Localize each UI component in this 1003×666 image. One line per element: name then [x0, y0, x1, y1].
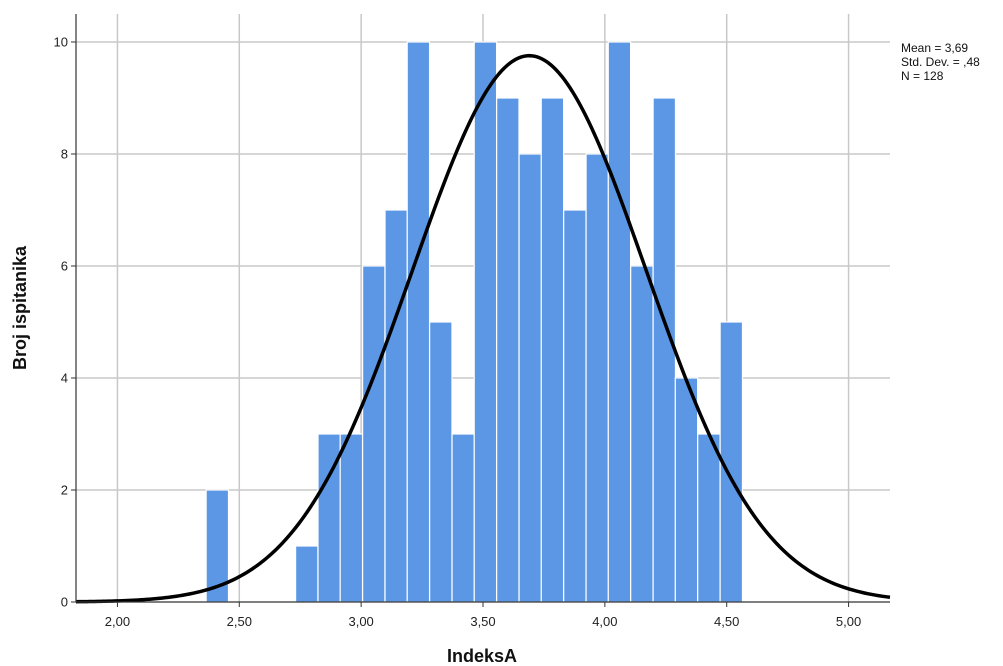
normal-curve — [75, 53, 891, 604]
histogram-bar — [496, 97, 520, 603]
y-tick-label: 8 — [61, 147, 68, 162]
x-tick-label: 3,50 — [470, 614, 495, 629]
y-axis-title: Broj ispitanika — [10, 245, 30, 370]
histogram-bar — [540, 97, 565, 603]
x-tick-label: 4,50 — [714, 614, 739, 629]
histogram-bar — [652, 97, 677, 603]
x-tick-label: 2,50 — [227, 614, 252, 629]
histogram-bar — [406, 41, 431, 603]
histogram-bar — [518, 153, 543, 603]
x-tick-label: 2,00 — [105, 614, 130, 629]
histogram-bar — [473, 41, 498, 603]
x-tick-label: 5,00 — [836, 614, 861, 629]
x-tick-label: 3,00 — [348, 614, 373, 629]
histogram-bars — [205, 41, 744, 603]
x-tick-labels: 2,00 2,50 3,00 3,50 4,00 4,50 5,00 — [105, 614, 861, 629]
histogram-bar — [697, 433, 721, 603]
axes — [71, 14, 890, 607]
histogram-bar — [607, 41, 632, 603]
stats-mean: Mean = 3,69 — [901, 41, 968, 55]
histogram-bar — [585, 153, 610, 603]
y-tick-label: 2 — [61, 483, 68, 498]
stats-n: N = 128 — [901, 69, 944, 83]
histogram-bar — [451, 433, 475, 603]
y-tick-label: 10 — [54, 35, 68, 50]
histogram-bar — [630, 265, 654, 603]
y-tick-labels: 0 2 4 6 8 10 — [54, 35, 68, 610]
histogram-bar — [362, 265, 386, 603]
stats-std-dev: Std. Dev. = ,48 — [901, 55, 980, 69]
histogram-bar — [294, 545, 319, 603]
x-axis-title: IndeksA — [447, 646, 517, 666]
histogram-bar — [563, 209, 587, 603]
x-tick-label: 4,00 — [592, 614, 617, 629]
y-tick-label: 4 — [61, 371, 68, 386]
y-tick-label: 0 — [61, 595, 68, 610]
histogram-bar — [384, 209, 408, 603]
stats-box: Mean = 3,69 Std. Dev. = ,48 N = 128 — [901, 41, 980, 83]
histogram-bar — [339, 433, 364, 603]
histogram-bar — [674, 377, 699, 603]
y-tick-label: 6 — [61, 259, 68, 274]
histogram-bar — [429, 321, 453, 603]
